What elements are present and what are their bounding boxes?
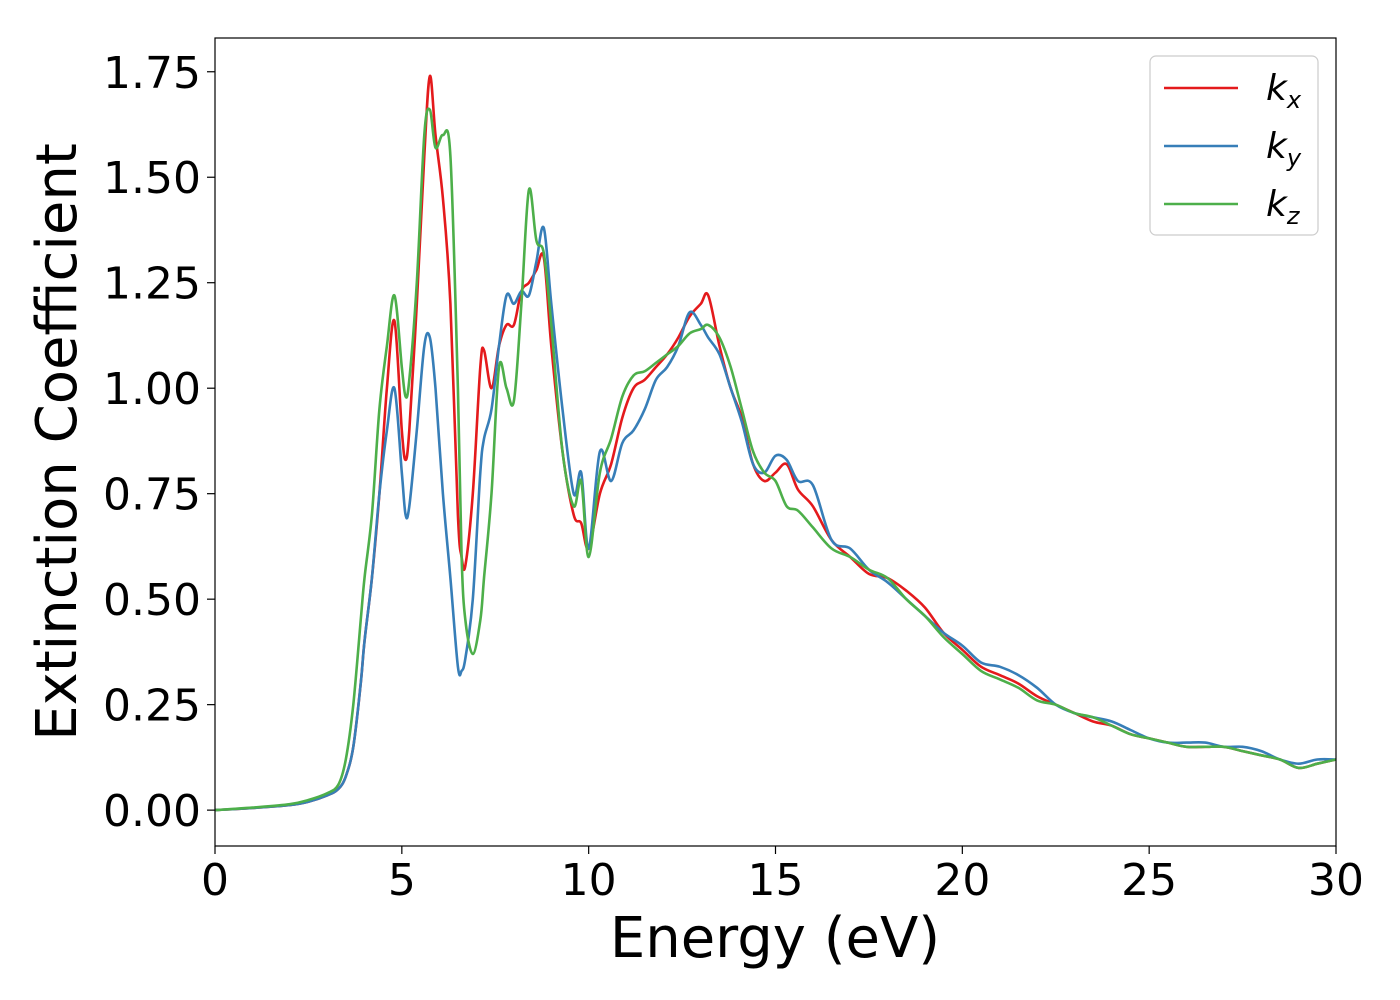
- x-tick-label: 10: [561, 855, 617, 906]
- y-tick-label: 0.50: [103, 575, 201, 626]
- x-tick-label: 0: [201, 855, 229, 906]
- x-tick-label: 30: [1308, 855, 1364, 906]
- y-tick-label: 1.25: [103, 259, 201, 310]
- y-axis-ticks: 0.00 0.25 0.50 0.75 1.00 1.25 1.50 1.75: [103, 48, 215, 837]
- legend: kx ky kz: [1149, 55, 1319, 236]
- y-tick-label: 1.75: [103, 48, 201, 99]
- legend-label-kx: kx: [1266, 68, 1302, 114]
- y-tick-label: 0.00: [103, 786, 201, 837]
- series-line-kx: [214, 74, 1337, 812]
- y-tick-label: 1.00: [103, 364, 201, 415]
- y-axis-title: Extinction Coefficient: [25, 143, 90, 741]
- y-tick-label: 0.25: [103, 681, 201, 732]
- x-tick-label: 20: [934, 855, 990, 906]
- x-axis-title: Energy (eV): [610, 906, 940, 971]
- series-layer: [214, 74, 1337, 812]
- x-axis-ticks: 0 5 10 15 20 25 30: [201, 846, 1364, 906]
- y-tick-label: 1.50: [103, 153, 201, 204]
- x-tick-label: 15: [748, 855, 804, 906]
- legend-label-ky: ky: [1266, 126, 1302, 172]
- series-line-kz: [214, 107, 1337, 812]
- legend-label-kz: kz: [1266, 184, 1301, 230]
- y-tick-label: 0.75: [103, 470, 201, 521]
- x-tick-label: 5: [388, 855, 416, 906]
- series-line-ky: [214, 225, 1337, 812]
- x-tick-label: 25: [1121, 855, 1177, 906]
